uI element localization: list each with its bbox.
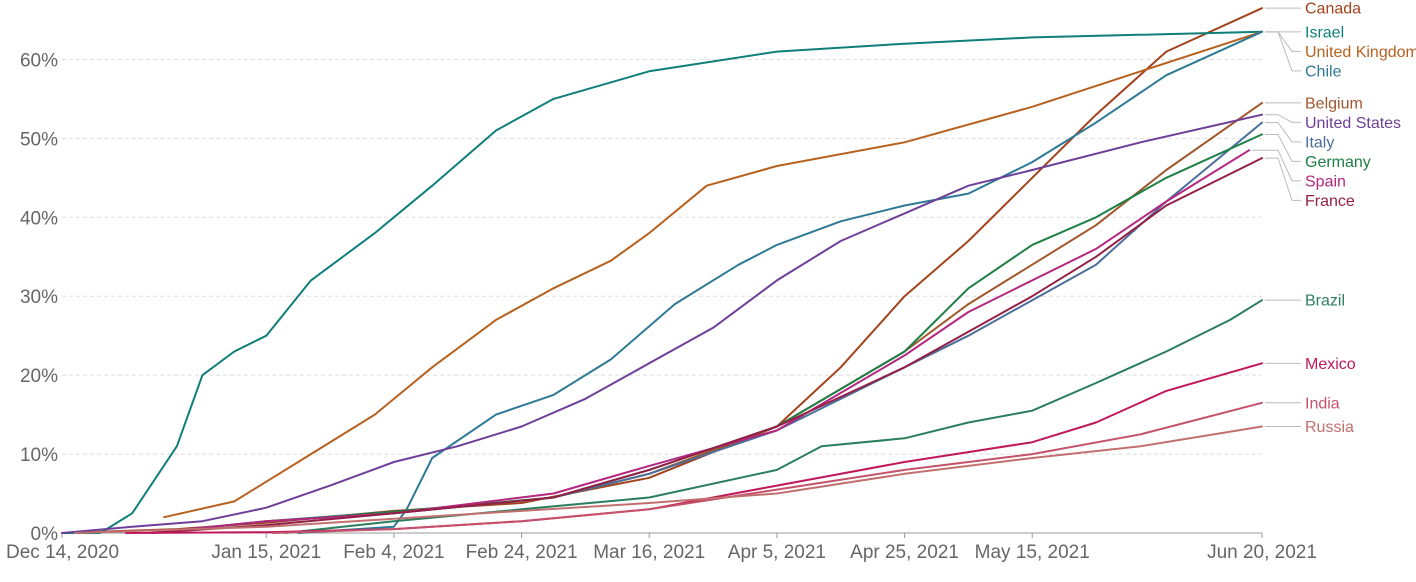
grid [62, 58, 1262, 455]
x-tick-label: May 15, 2021 [975, 542, 1090, 563]
x-tick-label: Feb 4, 2021 [343, 542, 444, 563]
series-line-russia [73, 425, 1263, 534]
x-axis-ticks: Dec 14, 2020 Jan 15, 2021 Feb 4, 2021 Feb 2… [6, 533, 1317, 563]
series-line-spain [150, 149, 1251, 534]
series-line-israel [61, 30, 1263, 534]
series-lines [61, 7, 1263, 534]
x-tick-label: Feb 24, 2021 [466, 542, 578, 563]
x-tick-label: Apr 5, 2021 [728, 542, 826, 563]
legend-label-united-states: United States [1305, 115, 1401, 132]
legend-label-italy: Italy [1305, 134, 1334, 151]
y-tick-label: 50% [20, 129, 58, 150]
legend-label-united-kingdom: United Kingdom [1305, 44, 1416, 61]
x-tick-label: Jun 20, 2021 [1207, 542, 1317, 563]
series-line-united-states [61, 113, 1263, 534]
legend-connector [1265, 133, 1301, 162]
y-axis-ticks: 0% 10% 20% 30% 40% 50% 60% [20, 50, 58, 545]
x-tick-label: Apr 25, 2021 [850, 542, 959, 563]
legend-label-germany: Germany [1305, 154, 1371, 171]
y-tick-label: 0% [31, 524, 59, 545]
series-line-chile [297, 30, 1263, 534]
series-line-brazil [284, 299, 1263, 534]
x-tick-label: Dec 14, 2020 [6, 542, 119, 563]
series-line-italy [150, 121, 1263, 534]
x-tick-label: Jan 15, 2021 [211, 542, 321, 563]
legend-label-france: France [1305, 193, 1355, 210]
y-tick-label: 20% [20, 366, 58, 387]
legend-label-india: India [1305, 395, 1340, 412]
legend-label-chile: Chile [1305, 63, 1342, 80]
series-line-mexico [124, 362, 1263, 534]
series-line-france [150, 157, 1263, 534]
x-tick-label: Mar 16, 2021 [593, 542, 705, 563]
legend-label-russia: Russia [1305, 419, 1354, 436]
legend: Canada Israel United Kingdom Chile Belgium Un… [1252, 1, 1416, 436]
legend-connector [1265, 31, 1301, 52]
series-line-india [271, 401, 1263, 534]
legend-connector [1265, 157, 1301, 201]
legend-connector [1252, 149, 1301, 182]
legend-connector [1265, 114, 1301, 123]
legend-connector [1265, 122, 1301, 143]
legend-label-mexico: Mexico [1305, 356, 1356, 373]
y-tick-label: 60% [20, 50, 58, 71]
legend-label-israel: Israel [1305, 24, 1344, 41]
series-line-united-kingdom [163, 30, 1263, 519]
legend-connector [1265, 31, 1301, 72]
y-tick-label: 30% [20, 287, 58, 308]
series-line-germany [150, 133, 1263, 534]
y-tick-label: 40% [20, 208, 58, 229]
legend-label-canada: Canada [1305, 1, 1361, 18]
series-line-belgium [150, 101, 1263, 534]
legend-label-belgium: Belgium [1305, 95, 1363, 112]
series-line-canada [61, 7, 1263, 534]
y-tick-label: 10% [20, 445, 58, 466]
legend-label-spain: Spain [1305, 173, 1346, 190]
legend-label-brazil: Brazil [1305, 293, 1345, 310]
